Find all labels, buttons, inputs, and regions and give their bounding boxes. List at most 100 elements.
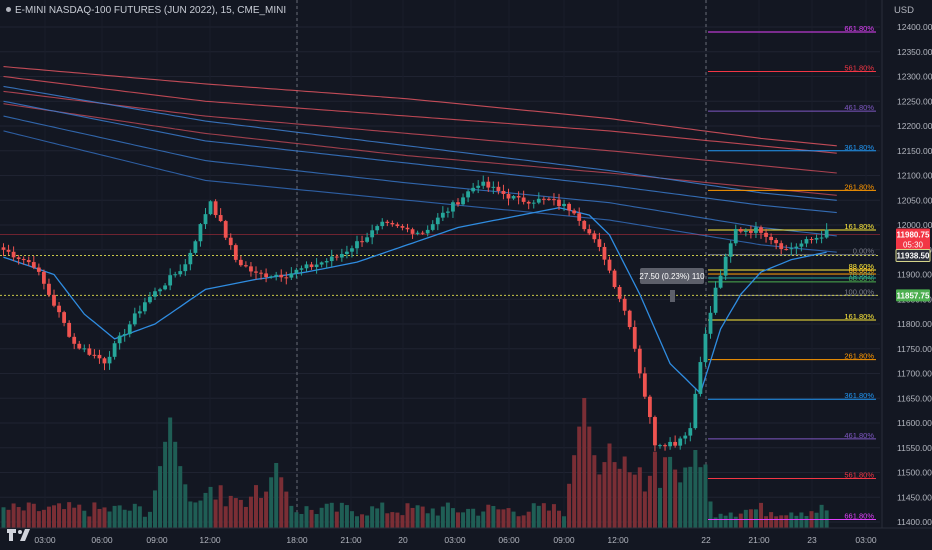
volume-bar	[27, 503, 31, 528]
candle-body	[537, 199, 541, 203]
currency-label[interactable]: USD	[894, 5, 914, 16]
candle-body	[789, 248, 793, 249]
time-tick-label: 23	[807, 535, 817, 545]
symbol-title[interactable]: E-MINI NASDAQ-100 FUTURES (JUN 2022), 15…	[6, 5, 286, 16]
candle-body	[234, 245, 238, 260]
fib-level-label: 261.80%	[844, 352, 874, 361]
candle-body	[259, 273, 263, 274]
time-tick-label: 06:00	[91, 535, 113, 545]
candle-body	[47, 284, 51, 295]
volume-bar	[204, 493, 208, 528]
volume-bar	[451, 508, 455, 528]
time-tick-label: 09:00	[553, 535, 575, 545]
volume-bar	[123, 510, 127, 528]
volume-bar	[693, 450, 697, 528]
candle-body	[380, 222, 384, 226]
fib-level-label: 161.80%	[844, 312, 874, 321]
candle-body	[315, 265, 319, 268]
candle-body	[350, 248, 354, 251]
time-tick-label: 22	[701, 535, 711, 545]
volume-bar	[613, 462, 617, 528]
volume-bar	[52, 505, 56, 528]
moving-average-bands	[4, 67, 837, 253]
candle-body	[542, 199, 546, 200]
volume-bar	[47, 507, 51, 528]
candle-body	[406, 228, 410, 230]
volume-bar	[214, 500, 218, 528]
candle-body	[330, 257, 334, 262]
candle-body	[178, 271, 182, 274]
price-tag-label: 11938.50	[897, 251, 930, 260]
candle-body	[658, 445, 662, 446]
candle-body	[284, 277, 288, 278]
tradingview-logo-icon[interactable]	[6, 528, 32, 542]
volume-bar	[325, 504, 329, 528]
candle-body	[62, 312, 66, 323]
candle-body	[32, 262, 36, 267]
volume-bar	[254, 485, 258, 528]
candle-body	[158, 289, 162, 291]
volume-bar	[476, 516, 480, 528]
volume-bar	[744, 510, 748, 528]
volume-bar	[724, 516, 728, 528]
fib-level-label: 461.80%	[844, 103, 874, 112]
time-tick-label: 06:00	[498, 535, 520, 545]
time-tick-label: 12:00	[607, 535, 629, 545]
candle-body	[360, 241, 364, 242]
candle-body	[441, 213, 445, 218]
volume-bar	[406, 503, 410, 528]
volume-bar	[774, 516, 778, 528]
candle-body	[194, 241, 198, 253]
price-tick-label: 11650.00	[897, 393, 932, 403]
volume-bar	[426, 513, 430, 528]
candle-body	[699, 362, 703, 394]
candle-body	[668, 442, 672, 446]
candle-body	[810, 239, 814, 240]
volume-bar	[97, 509, 101, 528]
candle-body	[128, 324, 132, 334]
candle-body	[648, 397, 652, 417]
volume-bar	[209, 487, 213, 528]
volume-bar	[562, 516, 566, 528]
volume-bar	[673, 470, 677, 528]
candle-body	[320, 262, 324, 264]
candle-body	[17, 257, 21, 259]
volume-bar	[537, 506, 541, 528]
fib-level-label: 661.80%	[844, 24, 874, 33]
candle-body	[653, 417, 657, 445]
volume-bar	[67, 502, 71, 528]
candle-body	[269, 276, 273, 277]
candle-body	[582, 221, 586, 229]
volume-bar	[330, 503, 334, 528]
candle-body	[421, 233, 425, 234]
volume-bar	[815, 513, 819, 528]
candle-body	[289, 273, 293, 277]
candle-body	[643, 373, 647, 396]
fibonacci-levels[interactable]: 661.80% 561.80% 461.80% 361.80% 261.80% 161.8…	[708, 24, 876, 521]
volume-bar	[355, 516, 359, 528]
candle-body	[764, 233, 768, 237]
volume-bar	[244, 507, 248, 528]
candle-body	[401, 226, 405, 228]
candle-body	[502, 191, 506, 194]
price-axis[interactable]: 11400.00 11450.00 11500.00 11550.00 11600.00…	[882, 0, 932, 528]
time-axis-bg	[0, 528, 932, 550]
candle-body	[800, 244, 804, 247]
candle-body	[37, 268, 41, 272]
candle-body	[224, 221, 228, 238]
volume-bar	[128, 511, 132, 528]
candle-body	[113, 343, 117, 357]
volume-bar	[32, 504, 36, 528]
volume-bar	[400, 515, 404, 528]
price-tick-label: 12000.00	[897, 220, 932, 230]
candle-body	[219, 215, 223, 221]
price-tick-label: 12250.00	[897, 96, 932, 106]
volume-bar	[709, 501, 713, 528]
price-tick-label: 11600.00	[897, 418, 932, 428]
volume-bar	[315, 514, 319, 528]
session-separators	[297, 0, 706, 528]
candle-body	[749, 231, 753, 233]
measure-tool[interactable]: 27.50 (0.23%) 110	[639, 268, 705, 302]
candle-body	[345, 252, 349, 254]
